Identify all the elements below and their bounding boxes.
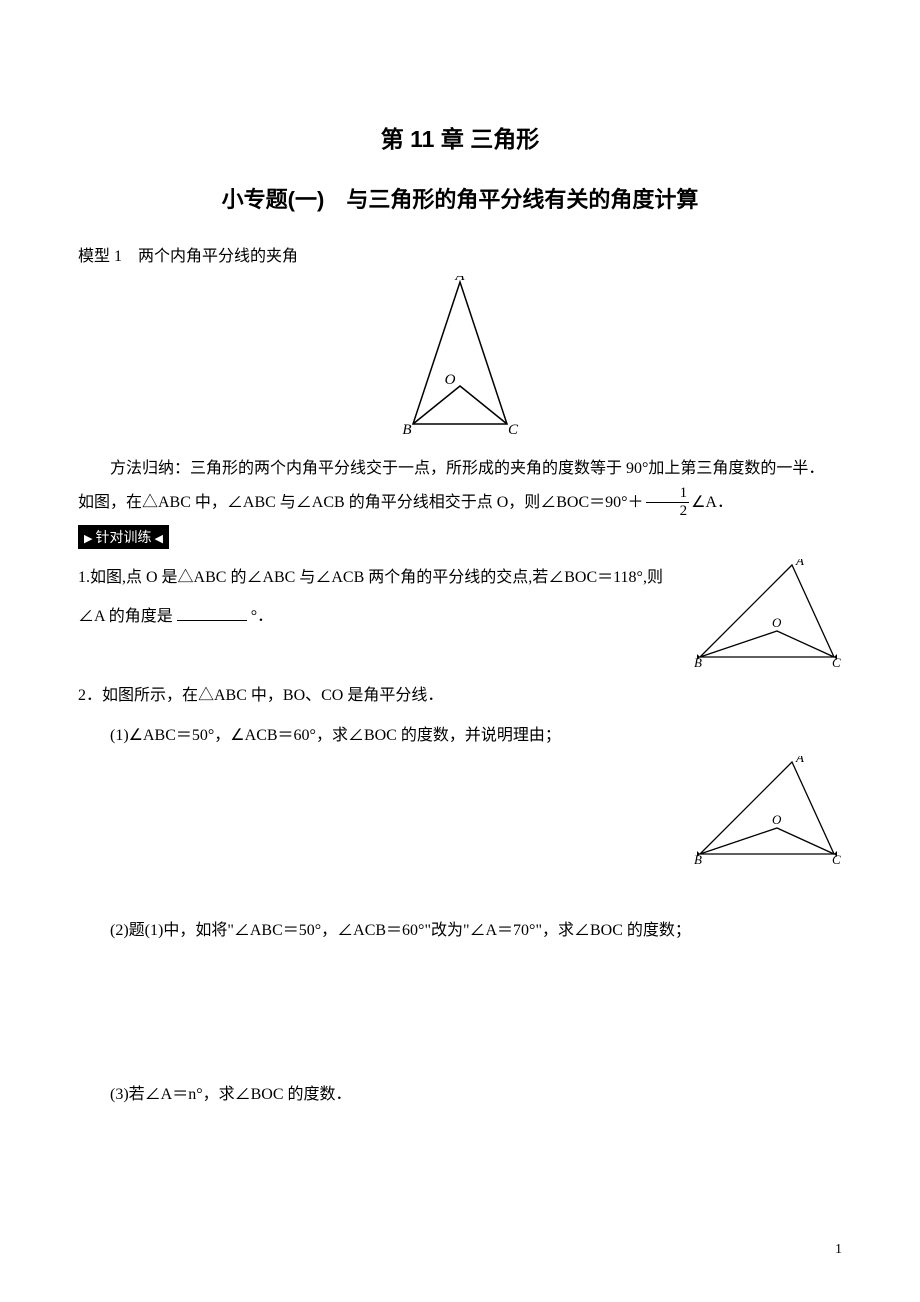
formula-suffix: ∠A． [691, 486, 733, 520]
label-B: B [402, 422, 411, 434]
q1-line-b: 的角度是 [109, 608, 173, 625]
question-2-stem: 2．如图所示，在△ABC 中，BO、CO 是角平分线． [78, 679, 842, 713]
q1-line-c: °． [251, 608, 273, 625]
practice-badge: 针对训练 [78, 525, 169, 549]
fraction-half: 1 2 [646, 486, 690, 519]
chapter-title: 第 11 章 三角形 [78, 120, 842, 154]
question-2-part1: (1)∠ABC＝50°，∠ACB＝60°，求∠BOC 的度数，并说明理由； [78, 719, 842, 753]
question-2-part2: (2)题(1)中，如将"∠ABC＝50°，∠ACB＝60°"改为"∠A＝70°"… [78, 914, 842, 948]
q1-diagram-wrapper: A B C O [692, 559, 842, 667]
fraction-num: 1 [646, 486, 690, 503]
question-2-part3: (3)若∠A＝n°，求∠BOC 的度数． [78, 1078, 842, 1112]
q2-diagram: A B C O [692, 756, 842, 864]
q2-label-C: C [832, 852, 841, 864]
q1-label-C: C [832, 655, 841, 667]
method-paragraph: 方法归纳：三角形的两个内角平分线交于一点，所形成的夹角的度数等于 90°加上第三… [78, 452, 842, 486]
q1-blank [177, 605, 247, 621]
formula-line: 如图，在△ABC 中，∠ABC 与∠ACB 的角平分线相交于点 O，则∠BOC＝… [78, 486, 842, 520]
page-number: 1 [835, 1242, 842, 1258]
q1-label-O: O [772, 615, 782, 630]
diagram-main-wrapper: A B C O [78, 276, 842, 434]
fraction-den: 2 [646, 503, 690, 519]
formula-prefix: 如图，在△ABC 中，∠ABC 与∠ACB 的角平分线相交于点 O，则∠BOC＝… [78, 486, 644, 520]
label-A: A [454, 276, 465, 284]
q1-label-B: B [694, 655, 702, 667]
diagram-main: A B C O [395, 276, 525, 434]
sub-title: 小专题(一) 与三角形的角平分线有关的角度计算 [78, 182, 842, 214]
model-label: 模型 1 两个内角平分线的夹角 [78, 242, 842, 266]
q2-diagram-wrapper: A B C O [78, 756, 842, 864]
q2-label-B: B [694, 852, 702, 864]
label-O: O [445, 372, 456, 388]
question-1: 1.如图,点 O 是△ABC 的∠ABC 与∠ACB 两个角的平分线的交点,若∠… [78, 559, 842, 679]
label-C: C [508, 422, 519, 434]
q1-diagram: A B C O [692, 559, 842, 667]
q1-label-A: A [795, 559, 804, 568]
q2-label-O: O [772, 812, 782, 827]
q2-label-A: A [795, 756, 804, 765]
